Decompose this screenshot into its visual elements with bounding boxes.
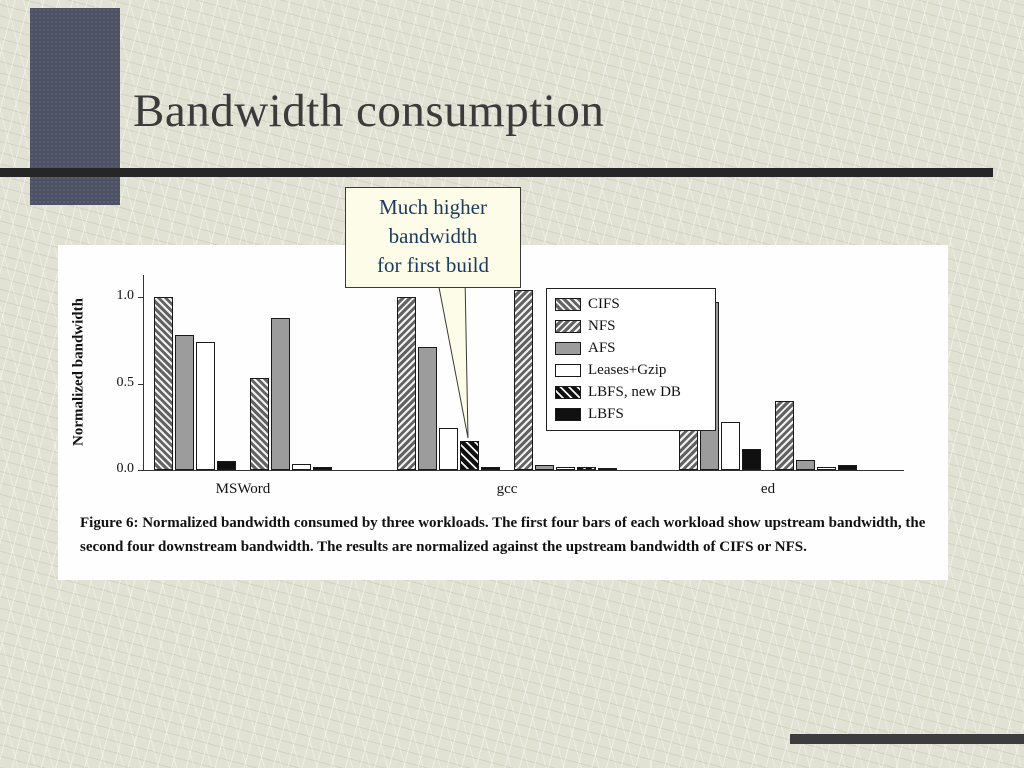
legend-label: CIFS — [588, 296, 620, 312]
legend-label: LBFS, new DB — [588, 384, 681, 400]
leases-swatch — [555, 364, 581, 377]
y-axis-tick-label: 0.5 — [116, 374, 135, 390]
bar-lbfs-new-db — [460, 441, 479, 470]
x-axis-group-label: ed — [760, 481, 776, 497]
bar-leases-gzip — [292, 464, 311, 470]
y-axis-label: Normalized bandwidth — [70, 298, 87, 446]
cifs-swatch — [555, 298, 581, 311]
legend-label: AFS — [588, 340, 616, 356]
bar-leases-gzip — [439, 428, 458, 470]
bar-afs — [271, 318, 290, 470]
y-axis-tick-label: 0.0 — [116, 461, 135, 476]
lbfs-swatch — [555, 408, 581, 421]
callout-line: for first build — [377, 252, 489, 277]
legend-item: NFS — [555, 318, 707, 335]
bar-nfs — [514, 290, 533, 470]
bar-leases-gzip — [196, 342, 215, 470]
bar-lbfs — [313, 467, 332, 470]
legend-item: LBFS, new DB — [555, 384, 707, 401]
legend: CIFS NFS AFS Leases+Gzip LBFS, new DB LBFS — [546, 288, 716, 431]
bar-nfs — [397, 297, 416, 470]
bar-leases-gzip — [721, 422, 740, 470]
bar-cifs — [154, 297, 173, 470]
callout-line: bandwidth — [388, 223, 478, 248]
bar-cifs — [250, 378, 269, 470]
bar-leases-gzip — [817, 467, 836, 470]
callout-line: Much higher — [379, 195, 487, 219]
bar-lbfs — [481, 467, 500, 470]
legend-item: Leases+Gzip — [555, 362, 707, 379]
footer-rule — [790, 734, 1024, 744]
legend-item: AFS — [555, 340, 707, 357]
bar-afs — [535, 465, 554, 470]
bar-lbfs-new-db — [577, 467, 596, 470]
callout-box: Much higher bandwidth for first build — [345, 187, 521, 288]
bar-nfs — [775, 401, 794, 470]
figure-caption: Figure 6: Normalized bandwidth consumed … — [80, 515, 926, 555]
bar-lbfs — [217, 461, 236, 470]
bar-lbfs — [742, 449, 761, 470]
legend-item: CIFS — [555, 296, 707, 313]
x-axis-group-label: gcc — [496, 481, 518, 497]
bar-afs — [175, 335, 194, 470]
x-axis-group-label: MSWord — [215, 481, 271, 497]
bar-afs — [796, 460, 815, 470]
figure-area: Normalized bandwidth CIFS NFS AFS Leases+Gz… — [58, 245, 948, 580]
legend-label: Leases+Gzip — [588, 362, 667, 378]
y-axis-tick — [138, 383, 144, 385]
plot-area: CIFS NFS AFS Leases+Gzip LBFS, new DB LBFS MS… — [117, 275, 904, 497]
y-axis-tick-label: 1.0 — [116, 288, 135, 303]
lbfsnew-swatch — [555, 386, 581, 399]
bar-afs — [418, 347, 437, 470]
bar-lbfs — [838, 465, 857, 470]
bar-lbfs — [598, 468, 617, 470]
page-title: Bandwidth consumption — [133, 85, 605, 137]
nfs-swatch — [555, 320, 581, 333]
bar-leases-gzip — [556, 467, 575, 470]
legend-label: NFS — [588, 318, 616, 334]
afs-swatch — [555, 342, 581, 355]
legend-item: LBFS — [555, 406, 707, 423]
legend-label: LBFS — [588, 406, 624, 422]
y-axis-tick — [138, 297, 144, 298]
title-divider-rule — [0, 168, 993, 177]
y-axis-tick — [138, 470, 144, 471]
